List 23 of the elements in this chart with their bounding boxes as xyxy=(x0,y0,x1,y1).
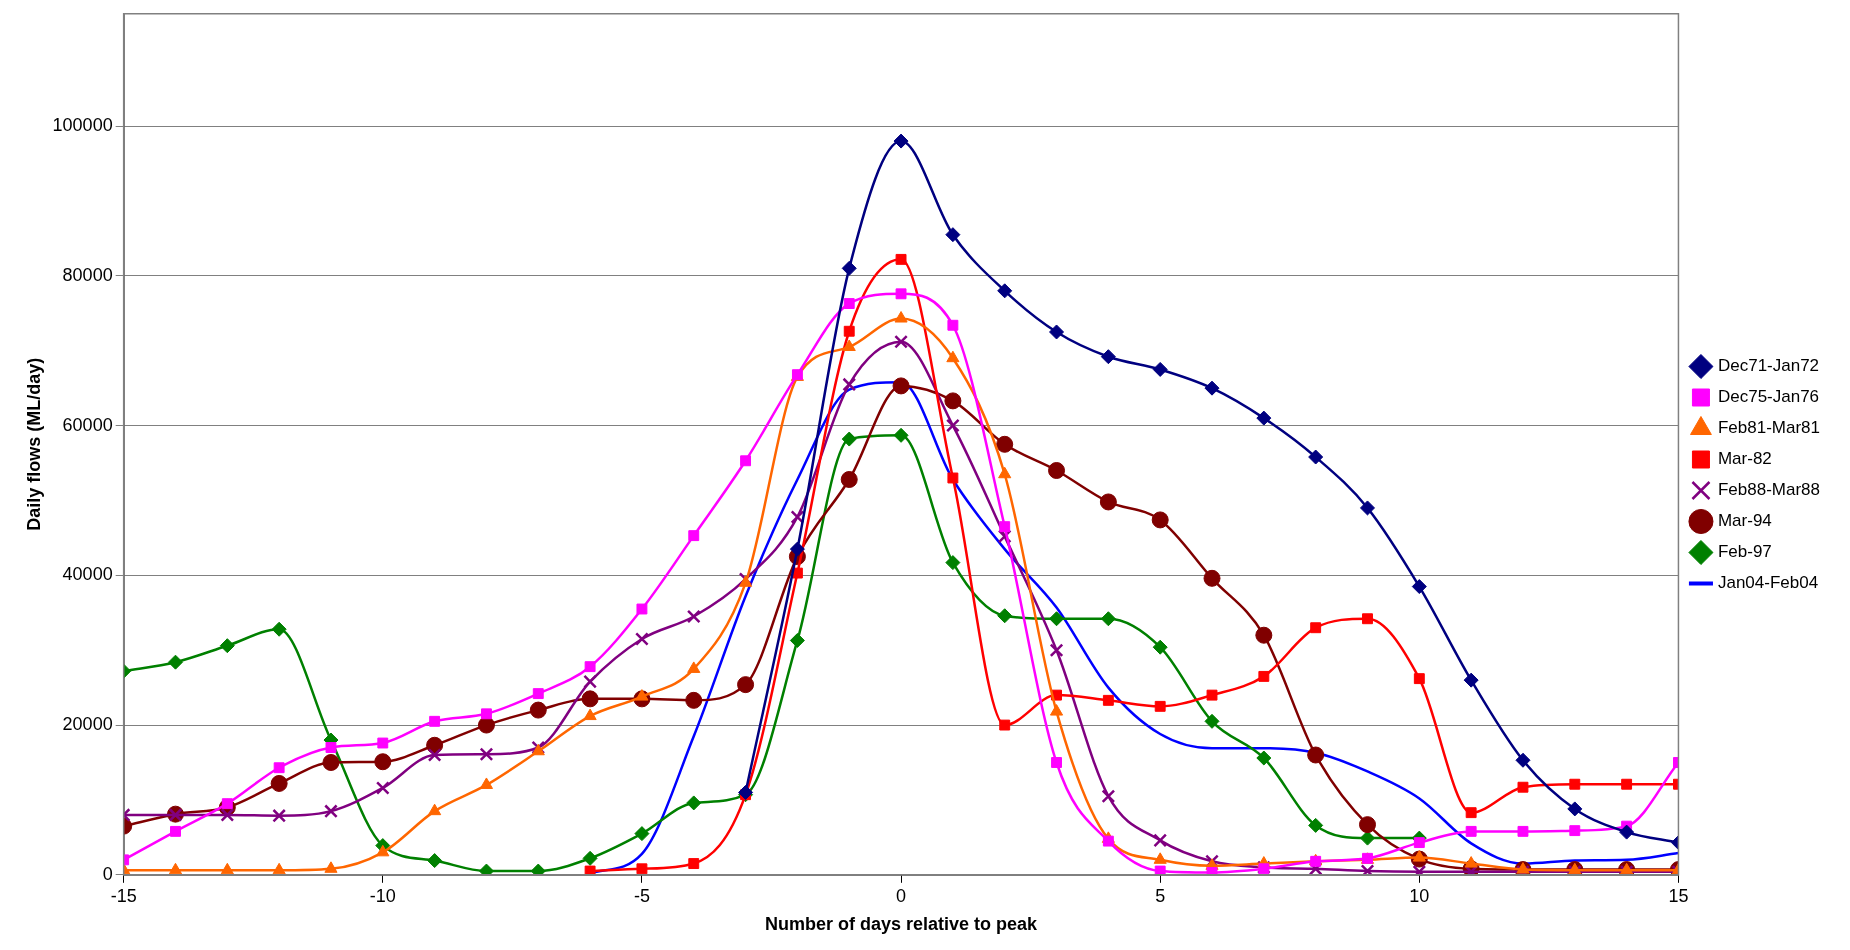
x-tick-label: 10 xyxy=(1409,885,1430,906)
x-tick-label: 0 xyxy=(896,885,907,906)
y-tick-label: 80000 xyxy=(62,264,113,285)
x-tick-label: -10 xyxy=(369,885,396,906)
y-tick-label: 0 xyxy=(102,863,113,884)
legend-label: Mar-94 xyxy=(1717,511,1772,531)
x-tick-label: 15 xyxy=(1668,885,1689,906)
legend-label: Feb81-Mar81 xyxy=(1717,418,1821,438)
legend-label: Jan04-Feb04 xyxy=(1717,573,1819,593)
x-tick-label: -5 xyxy=(633,885,650,906)
y-tick-label: 20000 xyxy=(62,714,113,735)
legend-label: Dec75-Jan76 xyxy=(1717,387,1820,407)
legend-label: Mar-82 xyxy=(1717,449,1772,469)
legend-label: Dec71-Jan72 xyxy=(1717,356,1820,376)
y-axis-title: Daily flows (ML/day) xyxy=(23,357,44,531)
y-tick-label: 40000 xyxy=(62,564,113,585)
x-tick-label: -15 xyxy=(110,885,137,906)
x-axis-title: Number of days relative to peak xyxy=(765,914,1039,935)
legend-label: Feb88-Mar88 xyxy=(1717,480,1821,500)
x-tick-label: 5 xyxy=(1155,885,1166,906)
y-tick-label: 60000 xyxy=(62,414,113,435)
legend-label: Feb-97 xyxy=(1717,542,1772,562)
y-tick-label: 100000 xyxy=(52,115,113,136)
